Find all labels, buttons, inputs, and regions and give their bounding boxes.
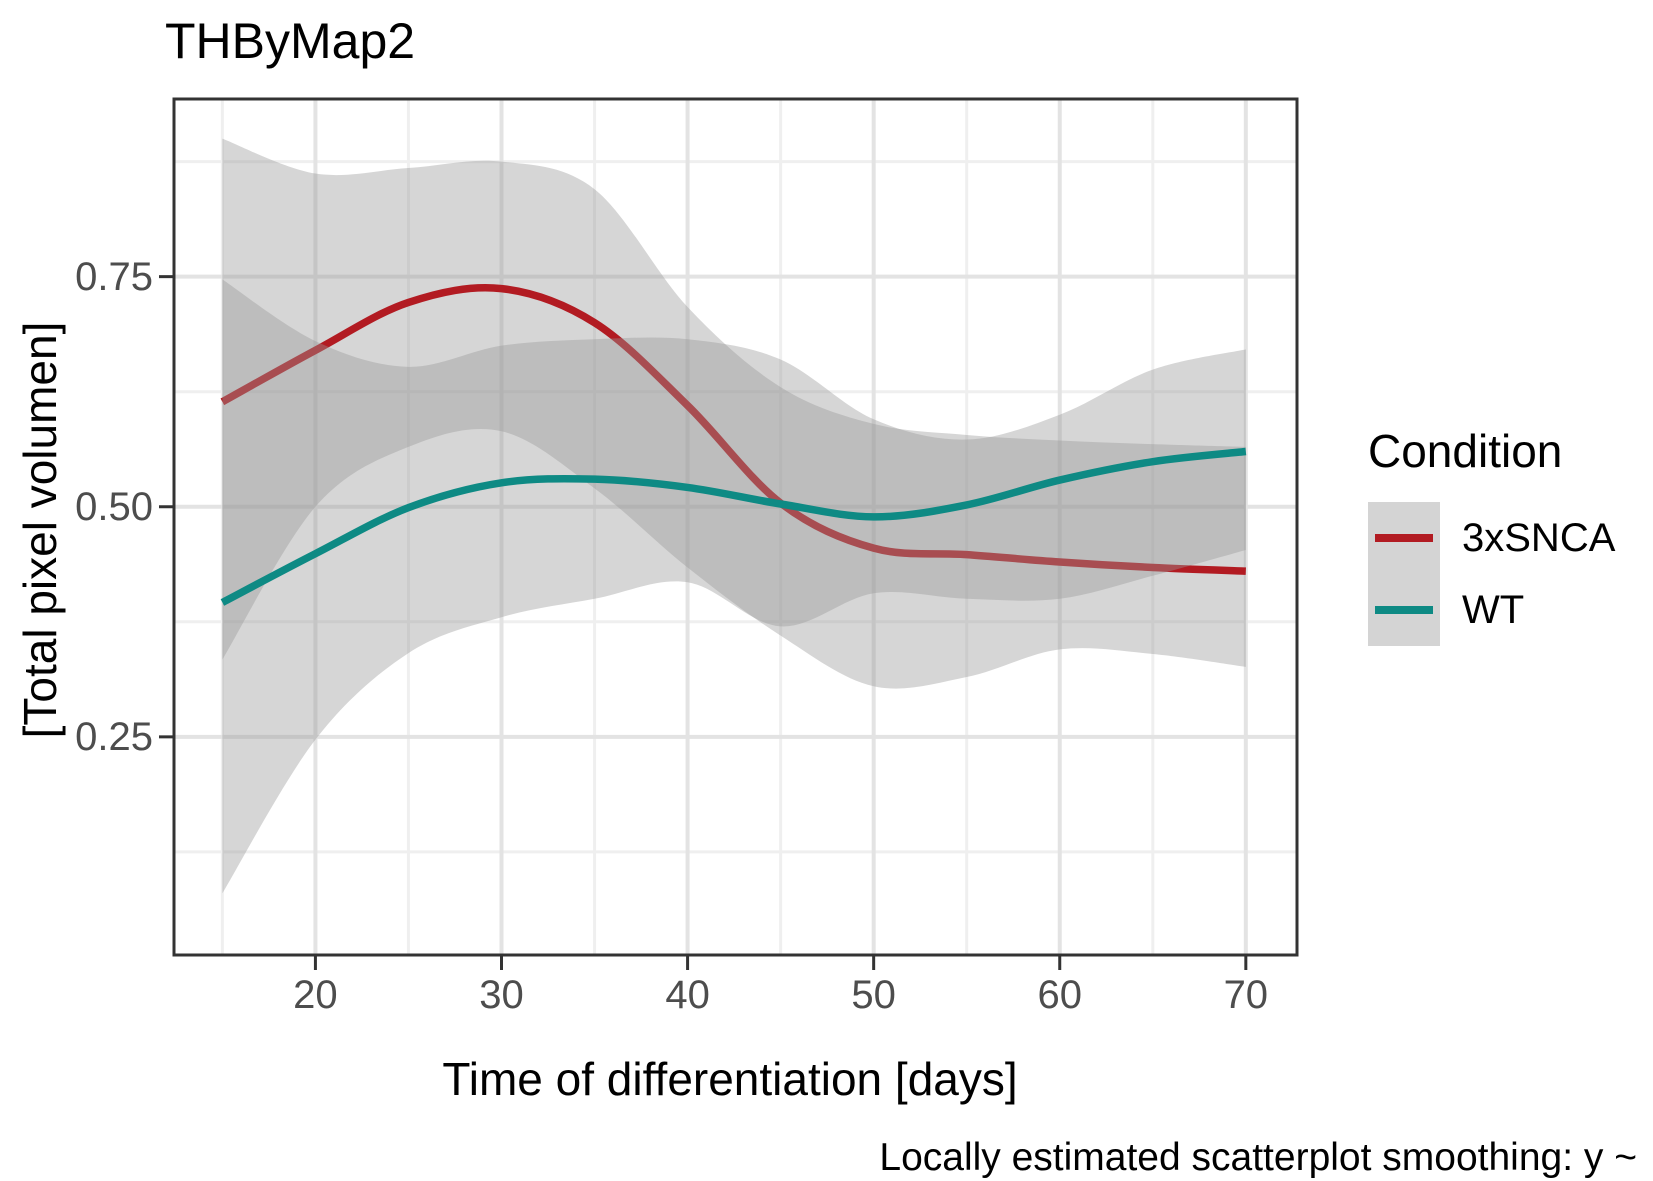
loess-line-3xsnca: [220, 284, 1246, 575]
y-tick-label-0.75: 0.75: [75, 254, 153, 299]
legend-label-wt: WT: [1462, 587, 1525, 632]
x-tick-label-30: 30: [479, 973, 524, 1017]
panel-border: [172, 97, 1299, 957]
x-tick-label-50: 50: [851, 973, 896, 1017]
x-tick-label-40: 40: [665, 973, 710, 1017]
ci-ribbon-wt: [222, 279, 1246, 894]
legend-label-3xsnca: 3xSNCA: [1462, 515, 1616, 560]
x-tick-label-20: 20: [293, 973, 338, 1017]
legend-entry-3xsnca: 3xSNCA: [1368, 502, 1615, 574]
legend-title: Condition: [1368, 425, 1563, 477]
loess-line-wt: [220, 447, 1247, 606]
y-tick-label-0.25: 0.25: [75, 714, 153, 759]
legend: Condition 3xSNCA WT: [1368, 424, 1615, 646]
legend-key-wt: [1368, 574, 1440, 646]
y-axis-title: [Total pixel volumen]: [14, 321, 66, 739]
legend-key-3xsnca: [1368, 502, 1440, 574]
legend-entry-wt: WT: [1368, 574, 1615, 646]
x-tick-label-70: 70: [1223, 973, 1269, 1017]
plot-title: THByMap2: [165, 13, 416, 69]
ci-ribbon-3xsnca: [222, 138, 1246, 689]
legend-line-swatch-3xsnca: [1375, 534, 1433, 542]
smoothing-caption: Locally estimated scatterplot smoothing:…: [879, 1136, 1637, 1179]
x-tick-label-60: 60: [1037, 973, 1082, 1017]
x-axis-title: Time of differentiation [days]: [442, 1053, 1018, 1105]
legend-line-swatch-wt: [1375, 606, 1433, 614]
y-tick-label-0.50: 0.50: [75, 484, 153, 529]
